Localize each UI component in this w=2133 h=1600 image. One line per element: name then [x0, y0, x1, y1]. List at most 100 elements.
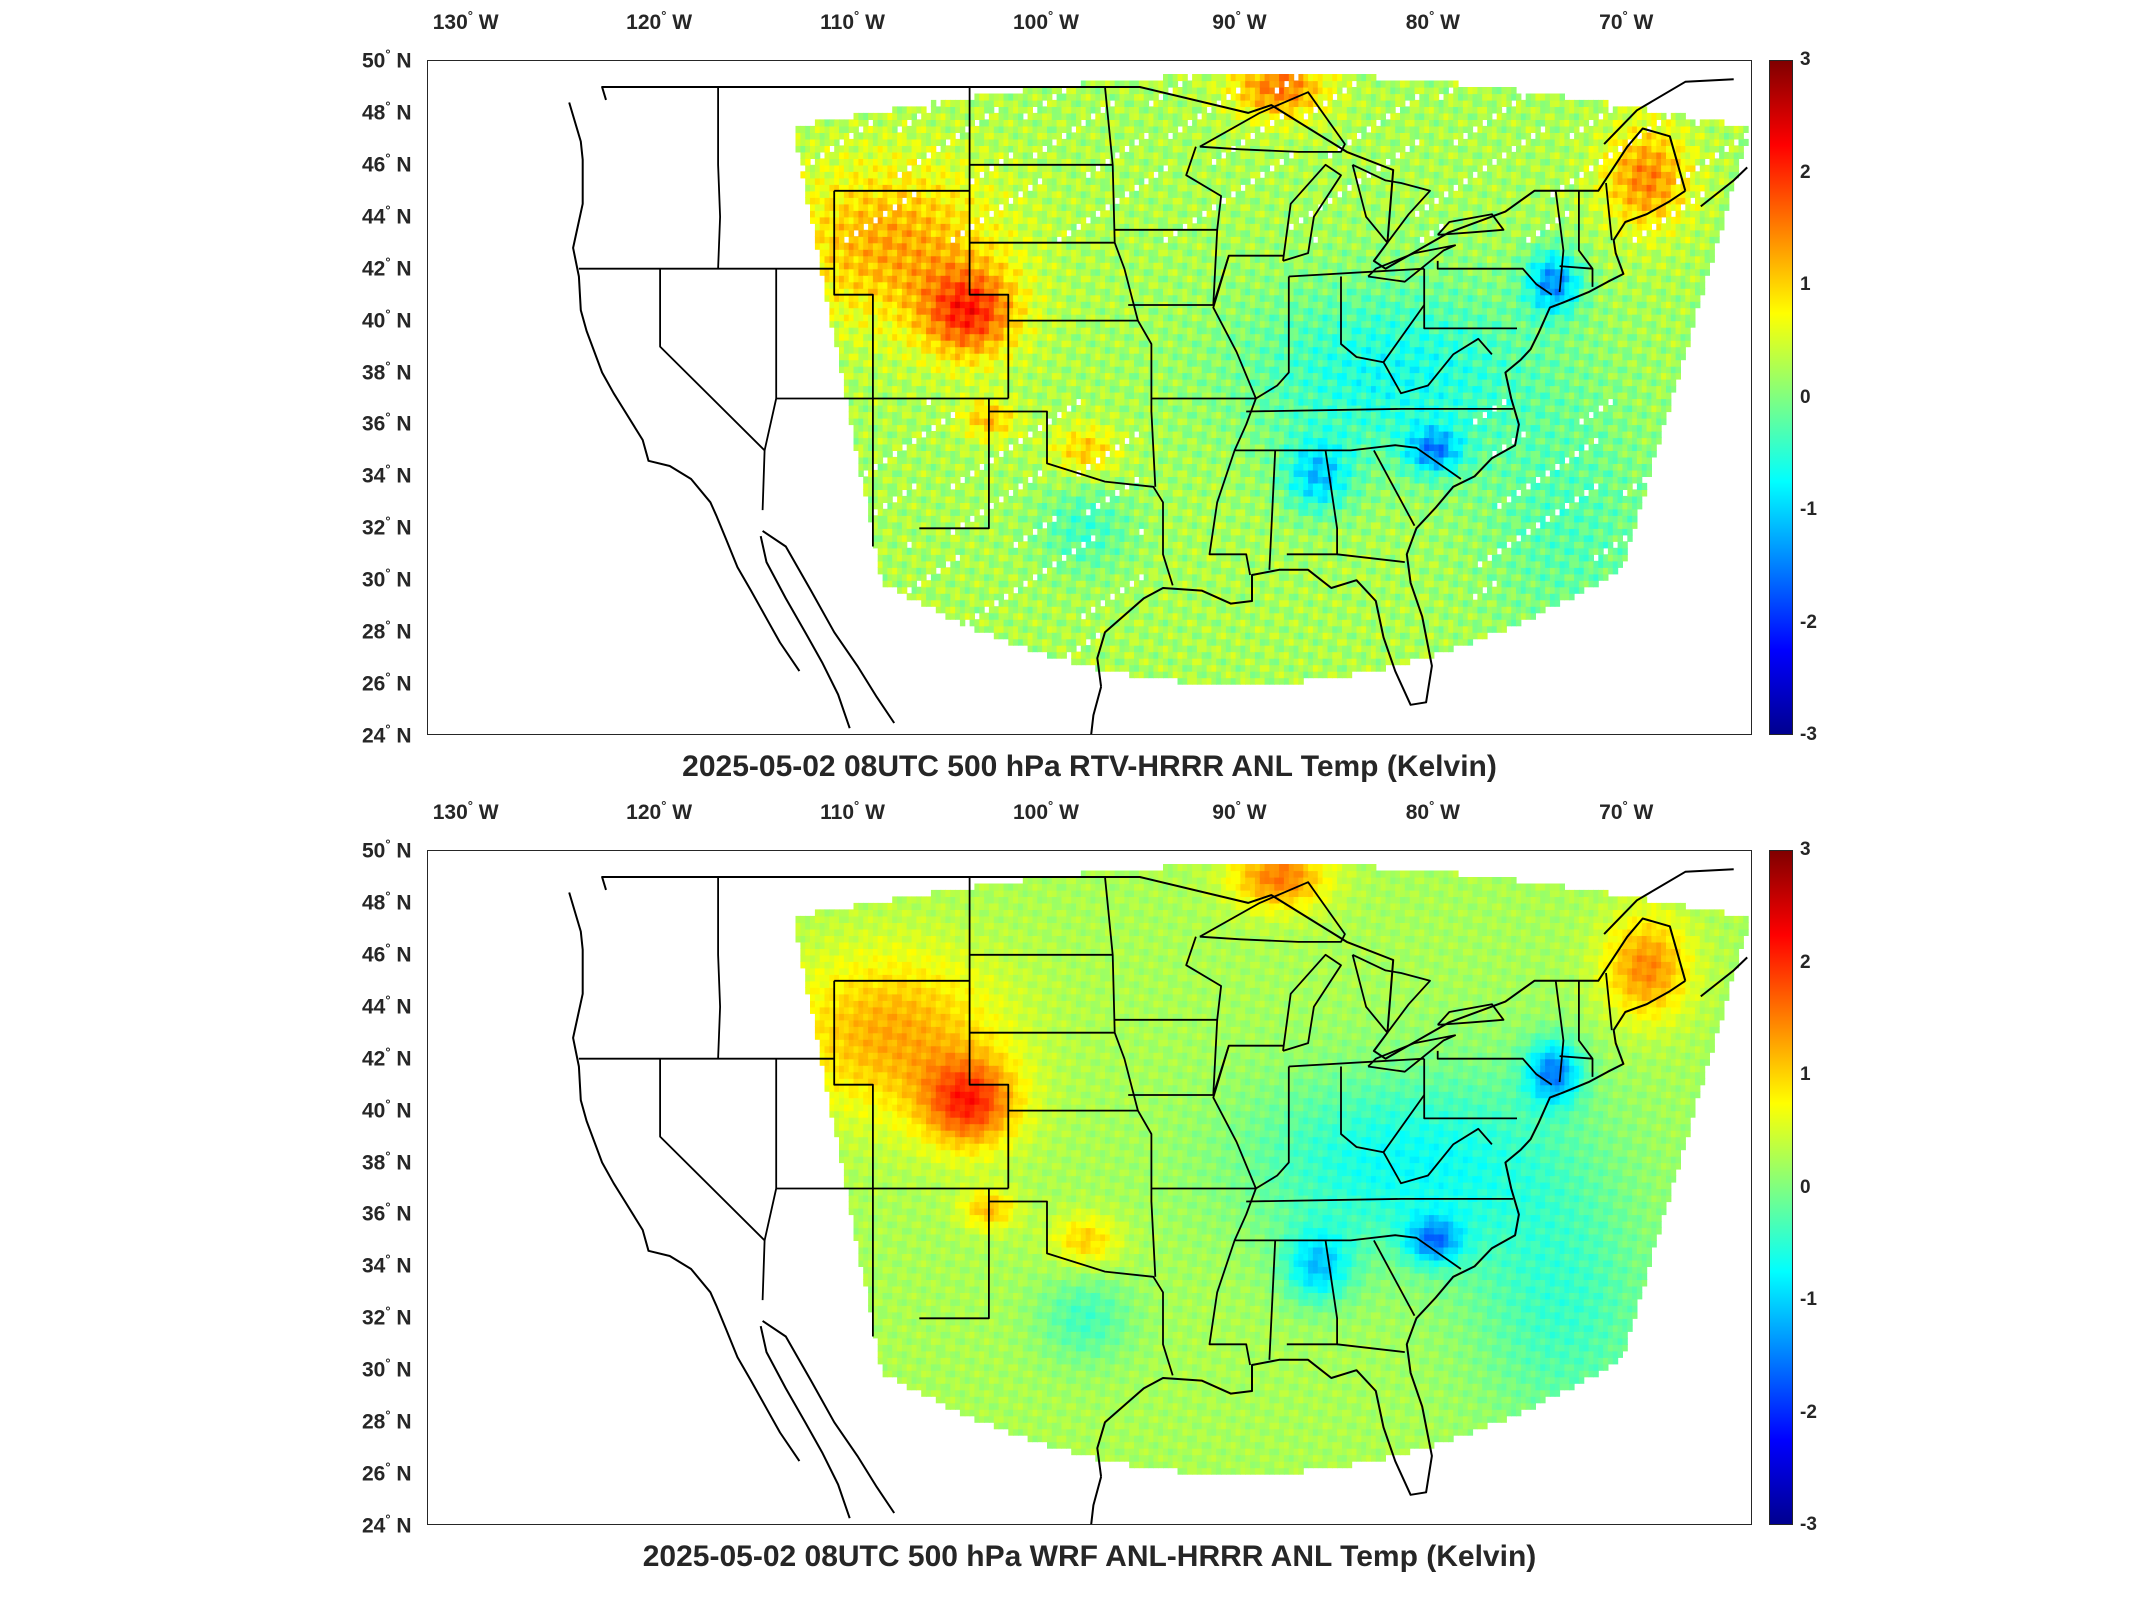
great-lake-shoreline: [1199, 881, 1346, 943]
coastline-west: [568, 102, 801, 672]
state-border: [1436, 260, 1553, 296]
state-border: [1268, 1240, 1277, 1360]
state-border: [1436, 1050, 1553, 1086]
longitude-tick-label: 130° W: [433, 8, 499, 35]
state-border: [1104, 86, 1157, 487]
latitude-tick-label: 32° N: [362, 514, 412, 541]
longitude-tick-label: 120° W: [626, 8, 692, 35]
latitude-tick-label: 26° N: [362, 1460, 412, 1487]
great-lake-shoreline: [1367, 244, 1456, 283]
great-lake-shoreline: [1199, 91, 1346, 153]
latitude-tick-label: 44° N: [362, 202, 412, 229]
map-area: [427, 850, 1752, 1525]
plot-title: 2025-05-02 08UTC 500 hPa RTV-HRRR ANL Te…: [427, 750, 1752, 784]
st-lawrence-coastline: [1603, 868, 1734, 935]
state-border: [833, 980, 874, 1337]
state-border: [1286, 450, 1338, 556]
state-border: [1255, 276, 1290, 400]
map-area: [427, 60, 1752, 735]
latitude-tick-label: 38° N: [362, 1148, 412, 1175]
state-border: [1554, 190, 1565, 293]
state-border: [1340, 276, 1425, 364]
state-border: [1423, 1058, 1517, 1120]
colorbar: [1769, 850, 1793, 1525]
state-border: [1234, 444, 1462, 480]
state-border: [834, 189, 1010, 399]
longitude-tick-label: 130° W: [433, 798, 499, 825]
state-border: [1559, 265, 1593, 270]
great-lake-shoreline: [1351, 953, 1431, 1034]
state-border: [1208, 255, 1257, 576]
colorbar-tick-label: 1: [1800, 1064, 1811, 1086]
colorbar-tick-label: 3: [1800, 49, 1811, 71]
longitude-tick-label: 100° W: [1013, 798, 1079, 825]
latitude-tick-label: 42° N: [362, 254, 412, 281]
state-border: [1128, 936, 1222, 1096]
state-border: [1268, 450, 1277, 570]
longitude-tick-label: 70° W: [1599, 8, 1653, 35]
colorbar-tick-label: -1: [1800, 1289, 1817, 1311]
mexico-gulf-coastline: [1090, 686, 1103, 734]
latitude-tick-label: 36° N: [362, 1200, 412, 1227]
state-border: [834, 979, 1010, 1189]
state-border: [988, 1200, 1174, 1376]
canada-border: [601, 876, 1687, 1060]
latitude-tick-label: 38° N: [362, 358, 412, 385]
state-border: [1208, 1045, 1257, 1366]
state-border: [659, 1058, 766, 1242]
state-border: [1559, 1055, 1593, 1060]
state-border: [919, 1188, 990, 1320]
coastline-gulf-atlantic: [1096, 979, 1686, 1496]
great-lake-shoreline: [1282, 953, 1342, 1052]
latitude-tick-label: 50° N: [362, 837, 412, 864]
latitude-tick-label: 40° N: [362, 1096, 412, 1123]
temperature-field: [795, 74, 1749, 685]
latitude-tick-label: 42° N: [362, 1044, 412, 1071]
great-lake-shoreline: [1367, 1034, 1456, 1073]
latitude-tick-label: 44° N: [362, 992, 412, 1019]
longitude-tick-label: 100° W: [1013, 8, 1079, 35]
state-border: [1423, 268, 1517, 330]
latitude-tick-label: 32° N: [362, 1304, 412, 1331]
baja-coastline: [759, 1325, 851, 1519]
longitude-tick-label: 70° W: [1599, 798, 1653, 825]
state-border: [761, 268, 778, 511]
coastline-west: [568, 892, 801, 1462]
colorbar-tick-label: -2: [1800, 612, 1817, 634]
colorbar: [1769, 60, 1793, 735]
mexico-gulf-coastline: [1090, 1476, 1103, 1524]
map-panel-1: 130° W 120° W 110° W 100° W 90° W 80° W 70° W 5…: [362, 8, 1817, 784]
colorbar-tick-label: -3: [1800, 724, 1817, 746]
longitude-tick-label: 120° W: [626, 798, 692, 825]
state-border: [761, 1058, 778, 1301]
mexico-coastline: [762, 1320, 896, 1514]
colorbar-tick-label: -3: [1800, 1514, 1817, 1536]
great-lake-shoreline: [1437, 1003, 1505, 1026]
latitude-tick-label: 46° N: [362, 150, 412, 177]
state-border: [1255, 1066, 1290, 1190]
canada-border: [601, 86, 1687, 270]
latitude-tick-label: 30° N: [362, 1356, 412, 1383]
coastline-gulf-atlantic: [1096, 189, 1686, 706]
longitude-tick-label: 80° W: [1406, 8, 1460, 35]
state-border: [1605, 182, 1613, 241]
state-border: [659, 268, 766, 452]
state-border: [1382, 1127, 1493, 1185]
longitude-tick-label: 90° W: [1212, 8, 1266, 35]
latitude-tick-label: 34° N: [362, 462, 412, 489]
longitude-tick-label: 80° W: [1406, 798, 1460, 825]
great-lake-shoreline: [1437, 213, 1505, 236]
state-border: [1288, 267, 1425, 278]
longitude-tick-label: 90° W: [1212, 798, 1266, 825]
latitude-tick-label: 28° N: [362, 1408, 412, 1435]
baja-coastline: [759, 535, 851, 729]
temperature-difference-map: [568, 864, 1749, 1524]
state-border: [1286, 1240, 1338, 1346]
latitude-tick-label: 36° N: [362, 410, 412, 437]
state-border: [1288, 1057, 1425, 1068]
state-border: [1554, 980, 1565, 1083]
latitude-tick-label: 48° N: [362, 888, 412, 915]
latitude-tick-label: 24° N: [362, 722, 412, 749]
colorbar-tick-label: 2: [1800, 162, 1811, 184]
latitude-tick-label: 28° N: [362, 618, 412, 645]
